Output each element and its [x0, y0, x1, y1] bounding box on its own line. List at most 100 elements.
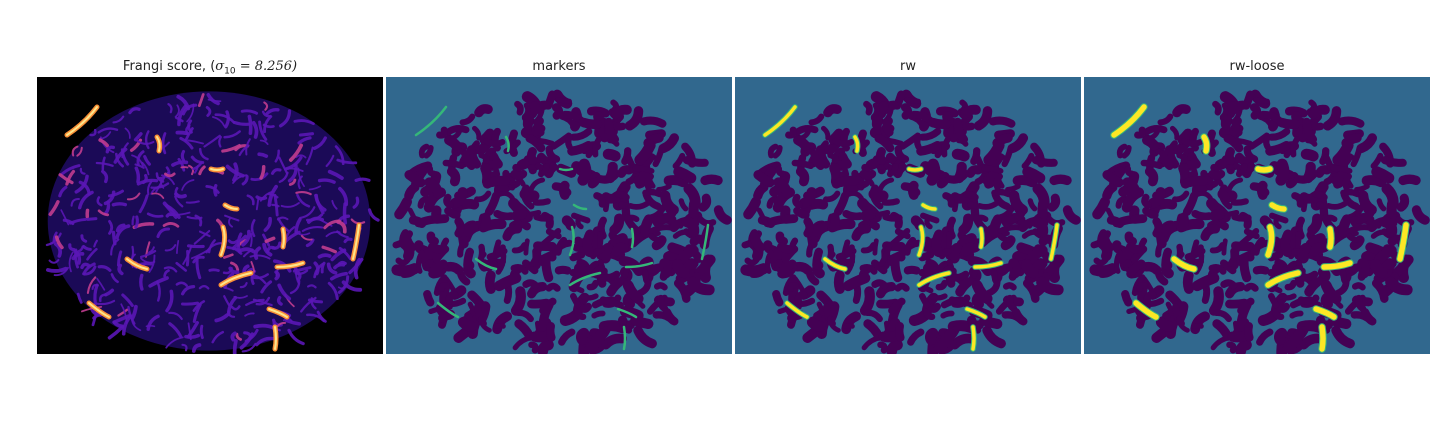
frangi-ridge [227, 239, 239, 245]
tissue-blob [1144, 166, 1159, 187]
tissue-blob [1221, 238, 1228, 256]
tissue-blob [806, 236, 820, 258]
frangi-ridge [133, 132, 143, 142]
tissue-blob [1105, 207, 1118, 227]
frangi-ridge [193, 165, 199, 174]
tissue-blob [1358, 190, 1377, 215]
tissue-blob [432, 245, 450, 264]
frangi-ridge [251, 120, 259, 139]
tissue-blob [842, 209, 865, 221]
frangi-ridge [161, 174, 175, 185]
frangi-ridge [134, 215, 139, 229]
tissue-blob [457, 236, 471, 258]
tissue-blob [948, 296, 973, 309]
frangi-ridge [208, 268, 220, 272]
frangi-ridges [45, 93, 380, 354]
tissue-blob [678, 198, 689, 212]
frangi-ridge [255, 336, 275, 347]
frangi-ridge [294, 217, 302, 235]
tissue-blob [1315, 165, 1332, 178]
tissue-blob [756, 207, 769, 227]
tissue-blob [931, 229, 944, 257]
frangi-ridge [175, 130, 189, 136]
frangi-ridge [81, 306, 103, 313]
tissue-blob [1340, 191, 1360, 210]
marker-segment [785, 301, 809, 319]
tissue-blob [983, 139, 1005, 166]
frangi-ridge [165, 289, 174, 313]
tissue-blob [1370, 152, 1384, 169]
tissue-blob [644, 173, 654, 192]
tissue-blob [599, 242, 614, 264]
frangi-ridge [79, 167, 86, 175]
frangi-vessel-core [156, 136, 161, 152]
frangi-ridge [307, 284, 317, 289]
frangi-ridge [263, 101, 269, 111]
tissue-blob [946, 231, 953, 249]
tissue-blob [766, 248, 786, 264]
frangi-ridge [181, 285, 196, 296]
label-markers [762, 104, 1060, 352]
frangi-ridge [320, 219, 333, 227]
tissue-blob [457, 198, 480, 210]
tissue-blob [445, 291, 459, 305]
frangi-ridge [148, 254, 156, 273]
frangi-ridge [341, 280, 363, 292]
frangi-ridge [287, 163, 298, 183]
tissue-blob [1030, 216, 1049, 238]
frangi-ridge [174, 187, 181, 198]
tissue-blob [777, 242, 793, 254]
frangi-vessel-core [274, 326, 277, 350]
tissue-blob [610, 233, 628, 247]
tissue-blob [798, 187, 817, 209]
tissue-blob [933, 328, 956, 354]
label-markers [414, 105, 710, 351]
tissue-blob [1038, 234, 1054, 247]
tissue-blob [859, 264, 878, 275]
frangi-ridge [174, 195, 184, 208]
tissue-blob [1357, 258, 1370, 279]
tissue-blob [806, 317, 826, 332]
marker-segment [1319, 324, 1326, 352]
tissue-blob [1268, 285, 1283, 294]
frangi-ridge [223, 253, 234, 259]
tissue-blob [623, 214, 641, 235]
frangi-ridge [297, 136, 312, 145]
tissue-blob [823, 104, 842, 118]
tissue-blob [533, 213, 554, 222]
frangi-ridge [86, 276, 97, 294]
tissue-blob [1361, 308, 1377, 326]
frangi-ridge [205, 185, 220, 194]
frangi-ridge [175, 261, 187, 272]
frangi-vessel-core [268, 308, 288, 318]
tissue-blob [571, 212, 591, 224]
tissue-blob [793, 135, 811, 151]
tissue-blob [632, 165, 655, 174]
tissue-blob [443, 261, 464, 275]
tissue-blob [672, 152, 686, 169]
tissue-blob [1238, 163, 1248, 176]
frangi-ridge [253, 323, 276, 330]
frangi-vessel-core [220, 272, 252, 286]
frangi-ridge [198, 147, 209, 161]
tissue-blob [1191, 209, 1214, 221]
tissue-blob [1268, 127, 1291, 141]
frangi-ridge [76, 146, 83, 157]
tissue-blob [697, 216, 717, 227]
frangi-ridge [136, 150, 145, 167]
frangi-ridge [233, 120, 250, 126]
tissue-blob [1200, 224, 1221, 242]
tissue-blob [1007, 133, 1029, 154]
tissue-blob [630, 315, 654, 329]
tissue-blob [442, 159, 465, 170]
frangi-ridge [300, 234, 313, 241]
tissue-blob [673, 279, 691, 303]
tissue-blob [433, 274, 448, 296]
tissue-blob [1181, 137, 1204, 147]
tissue-blob [507, 129, 518, 157]
tissue-blob [1299, 192, 1318, 204]
tissue-blob [894, 282, 910, 292]
tissue-blob [1256, 328, 1274, 346]
tissue-blob [570, 293, 582, 309]
tissue-blob [1263, 133, 1272, 150]
